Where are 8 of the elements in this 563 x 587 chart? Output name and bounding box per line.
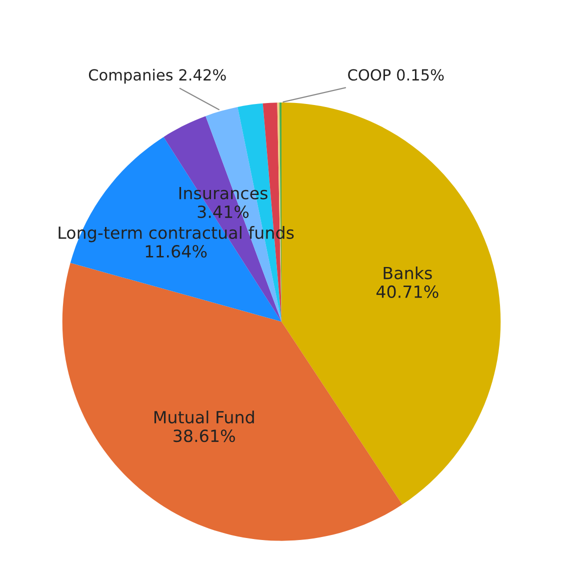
slice-label: COOP 0.15% [348,69,444,81]
slice-label: Mutual Fund [154,410,254,424]
data-label: 11.64% [146,245,207,258]
data-label: 40.71% [376,285,438,298]
slice-label: Banks [384,266,432,280]
slice-label: Companies 2.42% [88,68,226,84]
slice-label: Insurances [179,187,268,200]
data-label: 38.61% [174,430,235,442]
